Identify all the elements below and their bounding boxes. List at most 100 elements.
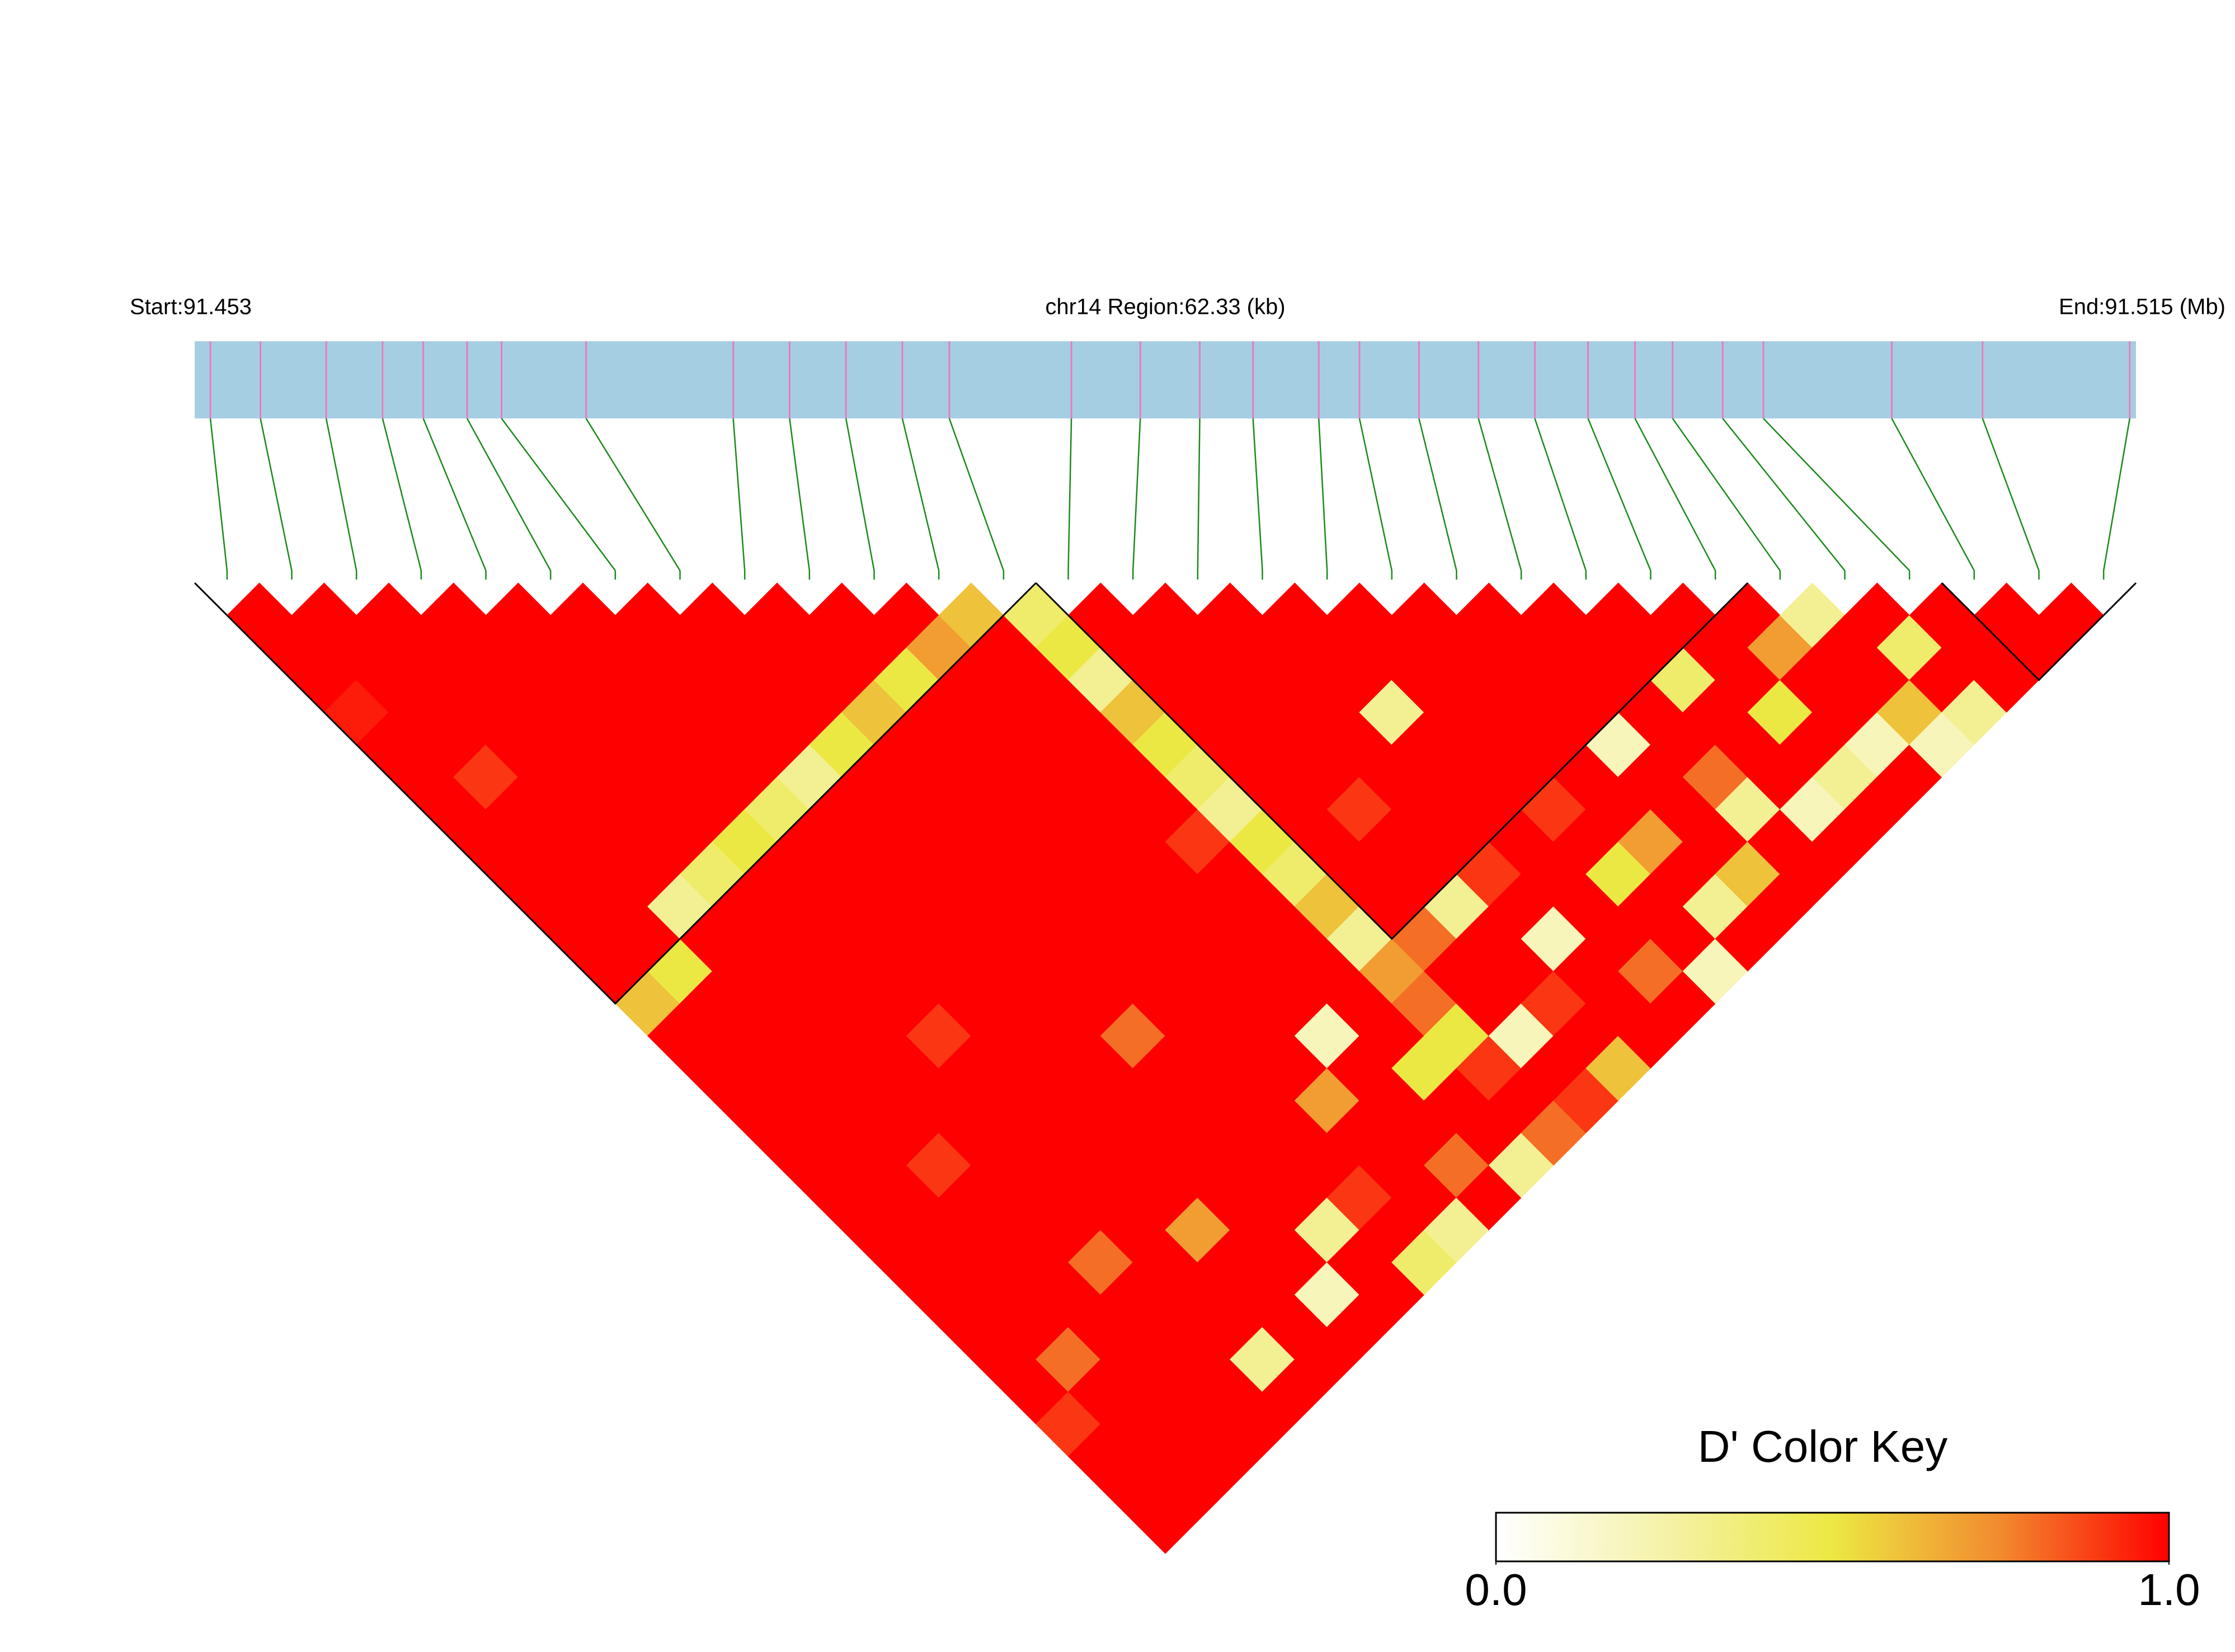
- start-label: Start:91.453: [130, 295, 252, 319]
- ld-cell: [1715, 712, 1781, 778]
- color-key-label: 1.0: [2138, 1565, 2200, 1615]
- ld-cell: [1521, 1036, 1587, 1101]
- ld-cell: [1230, 1003, 1295, 1069]
- ld-cell: [1230, 809, 1295, 875]
- snp-connector: [501, 418, 616, 571]
- ld-cell: [1521, 906, 1587, 972]
- legend-title: D' Color Key: [1698, 1422, 1948, 1471]
- ld-cell: [971, 1132, 1037, 1198]
- ld-cell: [1521, 1100, 1587, 1166]
- snp-connector: [1534, 418, 1587, 571]
- snp-connector: [1252, 418, 1263, 571]
- ld-cell: [1909, 647, 1975, 713]
- ld-cell: [1132, 1230, 1198, 1295]
- ld-cell: [1715, 647, 1781, 713]
- ld-cell: [1100, 1132, 1166, 1198]
- ld-cell: [1618, 873, 1683, 939]
- ld-block-outline: [194, 582, 1037, 1005]
- ld-cell: [1424, 809, 1489, 875]
- snp-connector: [585, 418, 681, 571]
- snp-connector: [2102, 418, 2131, 571]
- ld-cell: [1424, 938, 1489, 1004]
- ld-cell: [1424, 679, 1489, 745]
- ld-cell: [1618, 1003, 1683, 1069]
- ld-cell: [1424, 615, 1489, 681]
- snp-connector: [1587, 418, 1651, 571]
- ld-cell: [1230, 1067, 1295, 1133]
- ld-cell: [971, 1326, 1037, 1392]
- snp-connector: [1067, 418, 1072, 571]
- ld-cell: [1132, 776, 1198, 843]
- ld-cell: [1812, 744, 1878, 810]
- ld-cell: [2006, 615, 2072, 681]
- ld-cell: [1230, 744, 1295, 810]
- ld-block-outline: [1035, 582, 1749, 940]
- ld-cell: [1424, 873, 1489, 939]
- ld-cell: [1036, 1132, 1101, 1198]
- ld-cell: [1326, 1100, 1392, 1166]
- ld-cell: [873, 1230, 939, 1295]
- ld-cell: [1618, 744, 1683, 810]
- color-key-label: 0.0: [1465, 1565, 1527, 1615]
- snp-connector: [1891, 418, 1975, 571]
- ld-cell: [1067, 1424, 1133, 1489]
- ld-cell: [1521, 776, 1587, 843]
- ld-cell: [1424, 744, 1489, 810]
- ld-cell: [1715, 841, 1781, 907]
- snp-connector: [845, 418, 875, 571]
- ld-cell: [1618, 938, 1683, 1004]
- ld-cell: [1230, 873, 1295, 939]
- ld-cell: [1326, 841, 1392, 907]
- ld-cell: [1326, 971, 1392, 1037]
- ld-cell: [1132, 1100, 1198, 1166]
- ld-cell: [777, 1132, 843, 1198]
- ld-cell: [1326, 906, 1392, 972]
- ld-cell: [1230, 938, 1295, 1004]
- ld-cell: [1003, 1230, 1069, 1295]
- snp-connector: [901, 418, 940, 571]
- ld-cell: [1230, 615, 1295, 681]
- ld-cell: [1521, 582, 1587, 648]
- snp-connector: [1132, 418, 1141, 571]
- ld-cell: [1715, 582, 1781, 648]
- ld-cell: [1132, 906, 1198, 972]
- end-label: End:91.515 (Mb): [2059, 295, 2225, 319]
- ld-cell: [1326, 582, 1392, 648]
- ld-cell: [906, 1132, 972, 1198]
- ld-cell: [1424, 1003, 1489, 1069]
- ld-cell: [1036, 1326, 1101, 1392]
- ld-cell: [1326, 647, 1392, 713]
- ld-cell: [1521, 971, 1587, 1037]
- ld-cell: [1521, 647, 1587, 713]
- ld-cell: [1812, 809, 1878, 875]
- ld-cell: [1618, 679, 1683, 745]
- ld-block-outline: [1941, 582, 2137, 681]
- snp-connector: [1763, 418, 1911, 571]
- snp-connector: [422, 418, 487, 571]
- snp-connector: [1418, 418, 1457, 571]
- ld-cell: [1230, 1132, 1295, 1198]
- ld-cell: [1132, 841, 1198, 907]
- ld-cell: [1521, 712, 1587, 778]
- snp-connector: [1672, 418, 1781, 571]
- ld-cell: [1132, 582, 1198, 648]
- snp-connector: [1318, 418, 1328, 571]
- ld-cell: [938, 1230, 1004, 1295]
- ld-cell: [1067, 1230, 1133, 1295]
- ld-cell: [1100, 1326, 1166, 1392]
- snp-connector: [1197, 418, 1201, 571]
- snp-connector: [948, 418, 1005, 571]
- snp-connector: [1982, 418, 2040, 571]
- ld-cell: [1909, 712, 1975, 778]
- snp-connector: [1358, 418, 1393, 571]
- ld-cell: [1326, 1230, 1392, 1295]
- ld-cell: [1326, 776, 1392, 843]
- snp-connector: [325, 418, 357, 571]
- region-label: chr14 Region:62.33 (kb): [1045, 295, 1285, 319]
- snp-connector: [260, 418, 293, 571]
- color-key: [1495, 1512, 2170, 1562]
- ld-cell: [1812, 615, 1878, 681]
- ld-cell: [1132, 647, 1198, 713]
- ld-cell: [1424, 1067, 1489, 1133]
